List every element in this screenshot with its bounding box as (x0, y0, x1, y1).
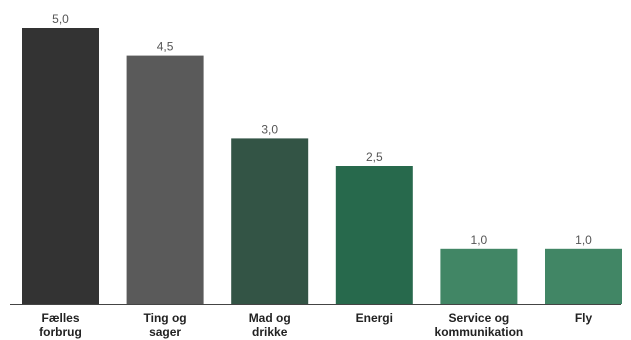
bar (545, 248, 622, 304)
category-label-line: kommunikation (435, 325, 524, 339)
category-label-line: Mad og (249, 311, 291, 325)
category-label-line: Fly (575, 311, 593, 325)
category-label: Fly (575, 311, 593, 325)
category-label-line: Energi (356, 311, 393, 325)
bars-group: 5,0 Fælles forbrug 4,5 Ting og sager 3,0 Mad og… (22, 12, 622, 339)
category-label-line: sager (149, 325, 181, 339)
bar (231, 138, 309, 304)
category-label: Ting og sager (144, 311, 187, 339)
category-label-line: forbrug (39, 325, 82, 339)
bar-value-label: 5,0 (52, 12, 69, 26)
category-label: Service og kommunikation (435, 311, 524, 339)
bar-value-label: 1,0 (471, 233, 488, 247)
category-label: Fælles forbrug (39, 311, 82, 339)
category-label: Energi (356, 311, 393, 325)
bar-value-label: 1,0 (575, 233, 592, 247)
category-label-line: Service og (449, 311, 510, 325)
bar-value-label: 2,5 (366, 150, 383, 164)
category-label-line: Ting og (144, 311, 187, 325)
category-label: Mad og drikke (249, 311, 291, 339)
bar (22, 28, 99, 304)
bar-value-label: 3,0 (261, 122, 278, 136)
bar (440, 248, 518, 304)
bar-value-label: 4,5 (157, 40, 174, 54)
bar (126, 55, 204, 304)
category-label-line: drikke (252, 325, 288, 339)
category-label-line: Fælles (41, 311, 79, 325)
bar (335, 166, 413, 304)
